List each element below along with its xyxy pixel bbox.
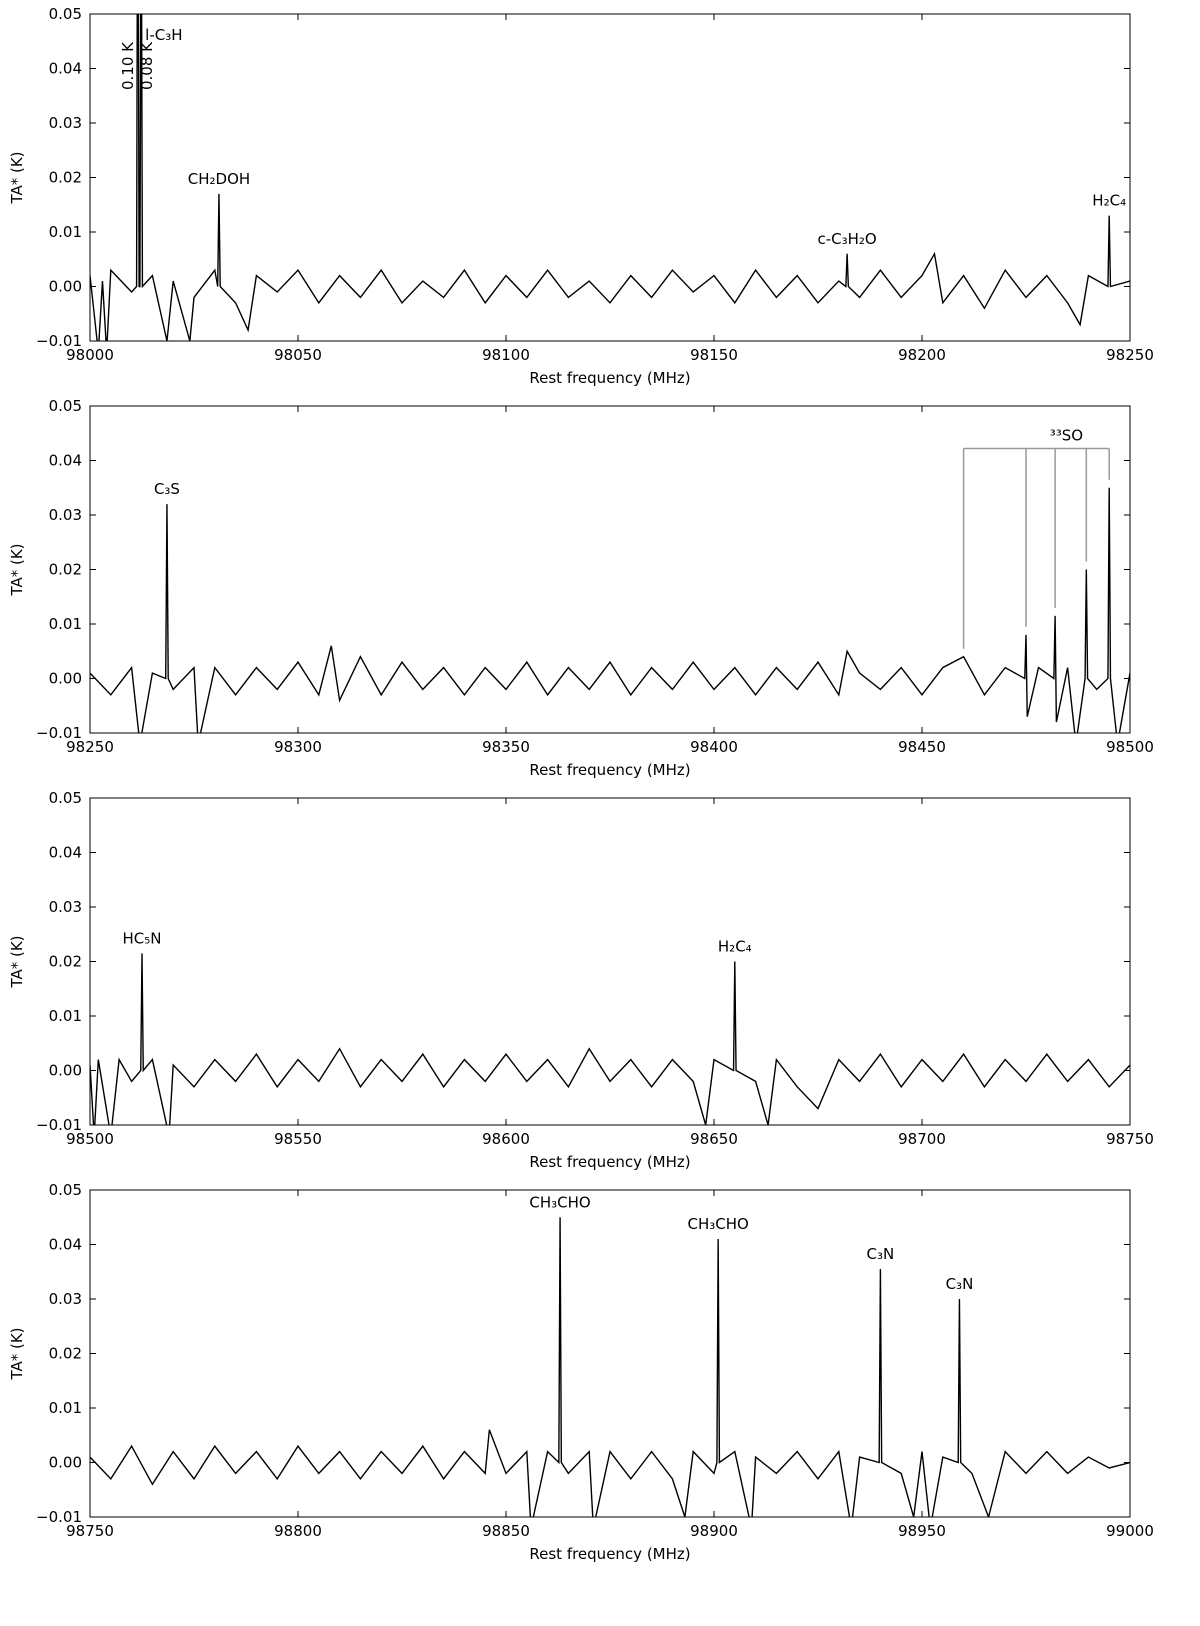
x-tick-label: 98250: [1106, 346, 1154, 364]
x-tick-label: 98950: [898, 1522, 946, 1540]
y-tick-label: 0.05: [49, 789, 82, 807]
x-axis-label: Rest frequency (MHz): [529, 1153, 690, 1171]
x-tick-label: 98000: [66, 346, 114, 364]
panel: −0.01 0.00 0.01 0.02 0.03 0.04 0.05 98750 98800 9…: [8, 1181, 1154, 1563]
spectrum-line: [90, 14, 1130, 341]
x-tick-label: 98300: [274, 738, 322, 756]
x-tick-label: 98550: [274, 1130, 322, 1148]
y-tick-label: 0.01: [49, 615, 82, 633]
annotation: H₂C₄: [1092, 192, 1126, 210]
x-tick-label: 98650: [690, 1130, 738, 1148]
y-tick-label: 0.02: [49, 561, 82, 579]
x-tick-label: 98400: [690, 738, 738, 756]
annotation: HC₅N: [123, 929, 162, 947]
y-axis-label: TA* (K): [8, 543, 26, 596]
y-tick-label: 0.03: [49, 506, 82, 524]
x-tick-label: 98500: [66, 1130, 114, 1148]
annotation: CH₃CHO: [529, 1193, 590, 1211]
annotation: H₂C₄: [718, 938, 752, 956]
plot-frame: [89, 797, 1131, 1126]
x-tick-label: 99000: [1106, 1522, 1154, 1540]
y-tick-label: 0.00: [49, 278, 82, 296]
x-tick-label: 98500: [1106, 738, 1154, 756]
spectrum-line: [90, 487, 1130, 733]
y-tick-label: −0.01: [36, 1508, 82, 1526]
plot-frame: [89, 13, 1131, 342]
x-axis-label: Rest frequency (MHz): [529, 1545, 690, 1563]
x-tick-label: 98200: [898, 346, 946, 364]
panel: −0.01 0.00 0.01 0.02 0.03 0.04 0.05 98250 98300 9…: [8, 397, 1154, 779]
y-tick-label: −0.01: [36, 724, 82, 742]
y-tick-label: 0.04: [49, 60, 82, 78]
annotation: CH₂DOH: [188, 170, 250, 188]
x-tick-label: 98350: [482, 738, 530, 756]
annotation: CH₃CHO: [687, 1215, 748, 1233]
x-tick-label: 98900: [690, 1522, 738, 1540]
spectrum-line: [90, 1217, 1130, 1517]
x-tick-label: 98750: [66, 1522, 114, 1540]
x-tick-label: 98150: [690, 346, 738, 364]
x-tick-label: 98100: [482, 346, 530, 364]
annotation: c-C₃H₂O: [817, 230, 876, 248]
y-tick-label: −0.01: [36, 332, 82, 350]
annotation: C₃N: [867, 1245, 895, 1263]
plot-frame: [89, 405, 1131, 734]
y-tick-label: 0.03: [49, 1290, 82, 1308]
y-axis-label: TA* (K): [8, 935, 26, 988]
y-tick-label: 0.00: [49, 1454, 82, 1472]
y-tick-label: 0.00: [49, 670, 82, 688]
x-axis-label: Rest frequency (MHz): [529, 369, 690, 387]
x-tick-label: 98700: [898, 1130, 946, 1148]
x-tick-label: 98800: [274, 1522, 322, 1540]
y-axis-label: TA* (K): [8, 1327, 26, 1380]
annotation: C₃N: [946, 1275, 974, 1293]
y-tick-label: 0.05: [49, 1181, 82, 1199]
x-axis-label: Rest frequency (MHz): [529, 761, 690, 779]
y-tick-label: 0.04: [49, 844, 82, 862]
x-tick-label: 98850: [482, 1522, 530, 1540]
x-tick-label: 98600: [482, 1130, 530, 1148]
y-tick-label: 0.01: [49, 223, 82, 241]
x-tick-label: 98250: [66, 738, 114, 756]
y-tick-label: 0.01: [49, 1007, 82, 1025]
y-tick-label: 0.01: [49, 1399, 82, 1417]
y-axis-label: TA* (K): [8, 151, 26, 204]
x-tick-label: 98750: [1106, 1130, 1154, 1148]
spectrum-line: [90, 953, 1130, 1125]
y-tick-label: 0.02: [49, 169, 82, 187]
clipped-label: 0.08 K: [138, 41, 156, 90]
y-tick-label: 0.03: [49, 898, 82, 916]
y-tick-label: 0.02: [49, 953, 82, 971]
annotation: C₃S: [154, 480, 180, 498]
y-tick-label: 0.02: [49, 1345, 82, 1363]
panel: −0.01 0.00 0.01 0.02 0.03 0.04 0.05 98500 98550 9…: [8, 789, 1154, 1171]
y-tick-label: 0.05: [49, 397, 82, 415]
x-tick-label: 98450: [898, 738, 946, 756]
panel: −0.01 0.00 0.01 0.02 0.03 0.04 0.05 98000 98050 9…: [8, 5, 1154, 387]
y-tick-label: −0.01: [36, 1116, 82, 1134]
x-tick-label: 98050: [274, 346, 322, 364]
y-tick-label: 0.04: [49, 452, 82, 470]
y-tick-label: 0.05: [49, 5, 82, 23]
y-tick-label: 0.03: [49, 114, 82, 132]
plot-frame: [89, 1189, 1131, 1518]
annotation: ³³SO: [1050, 427, 1083, 445]
annotation: l-C₃H: [145, 26, 182, 44]
y-tick-label: 0.00: [49, 1062, 82, 1080]
clipped-label: 0.10 K: [119, 41, 137, 90]
y-tick-label: 0.04: [49, 1236, 82, 1254]
